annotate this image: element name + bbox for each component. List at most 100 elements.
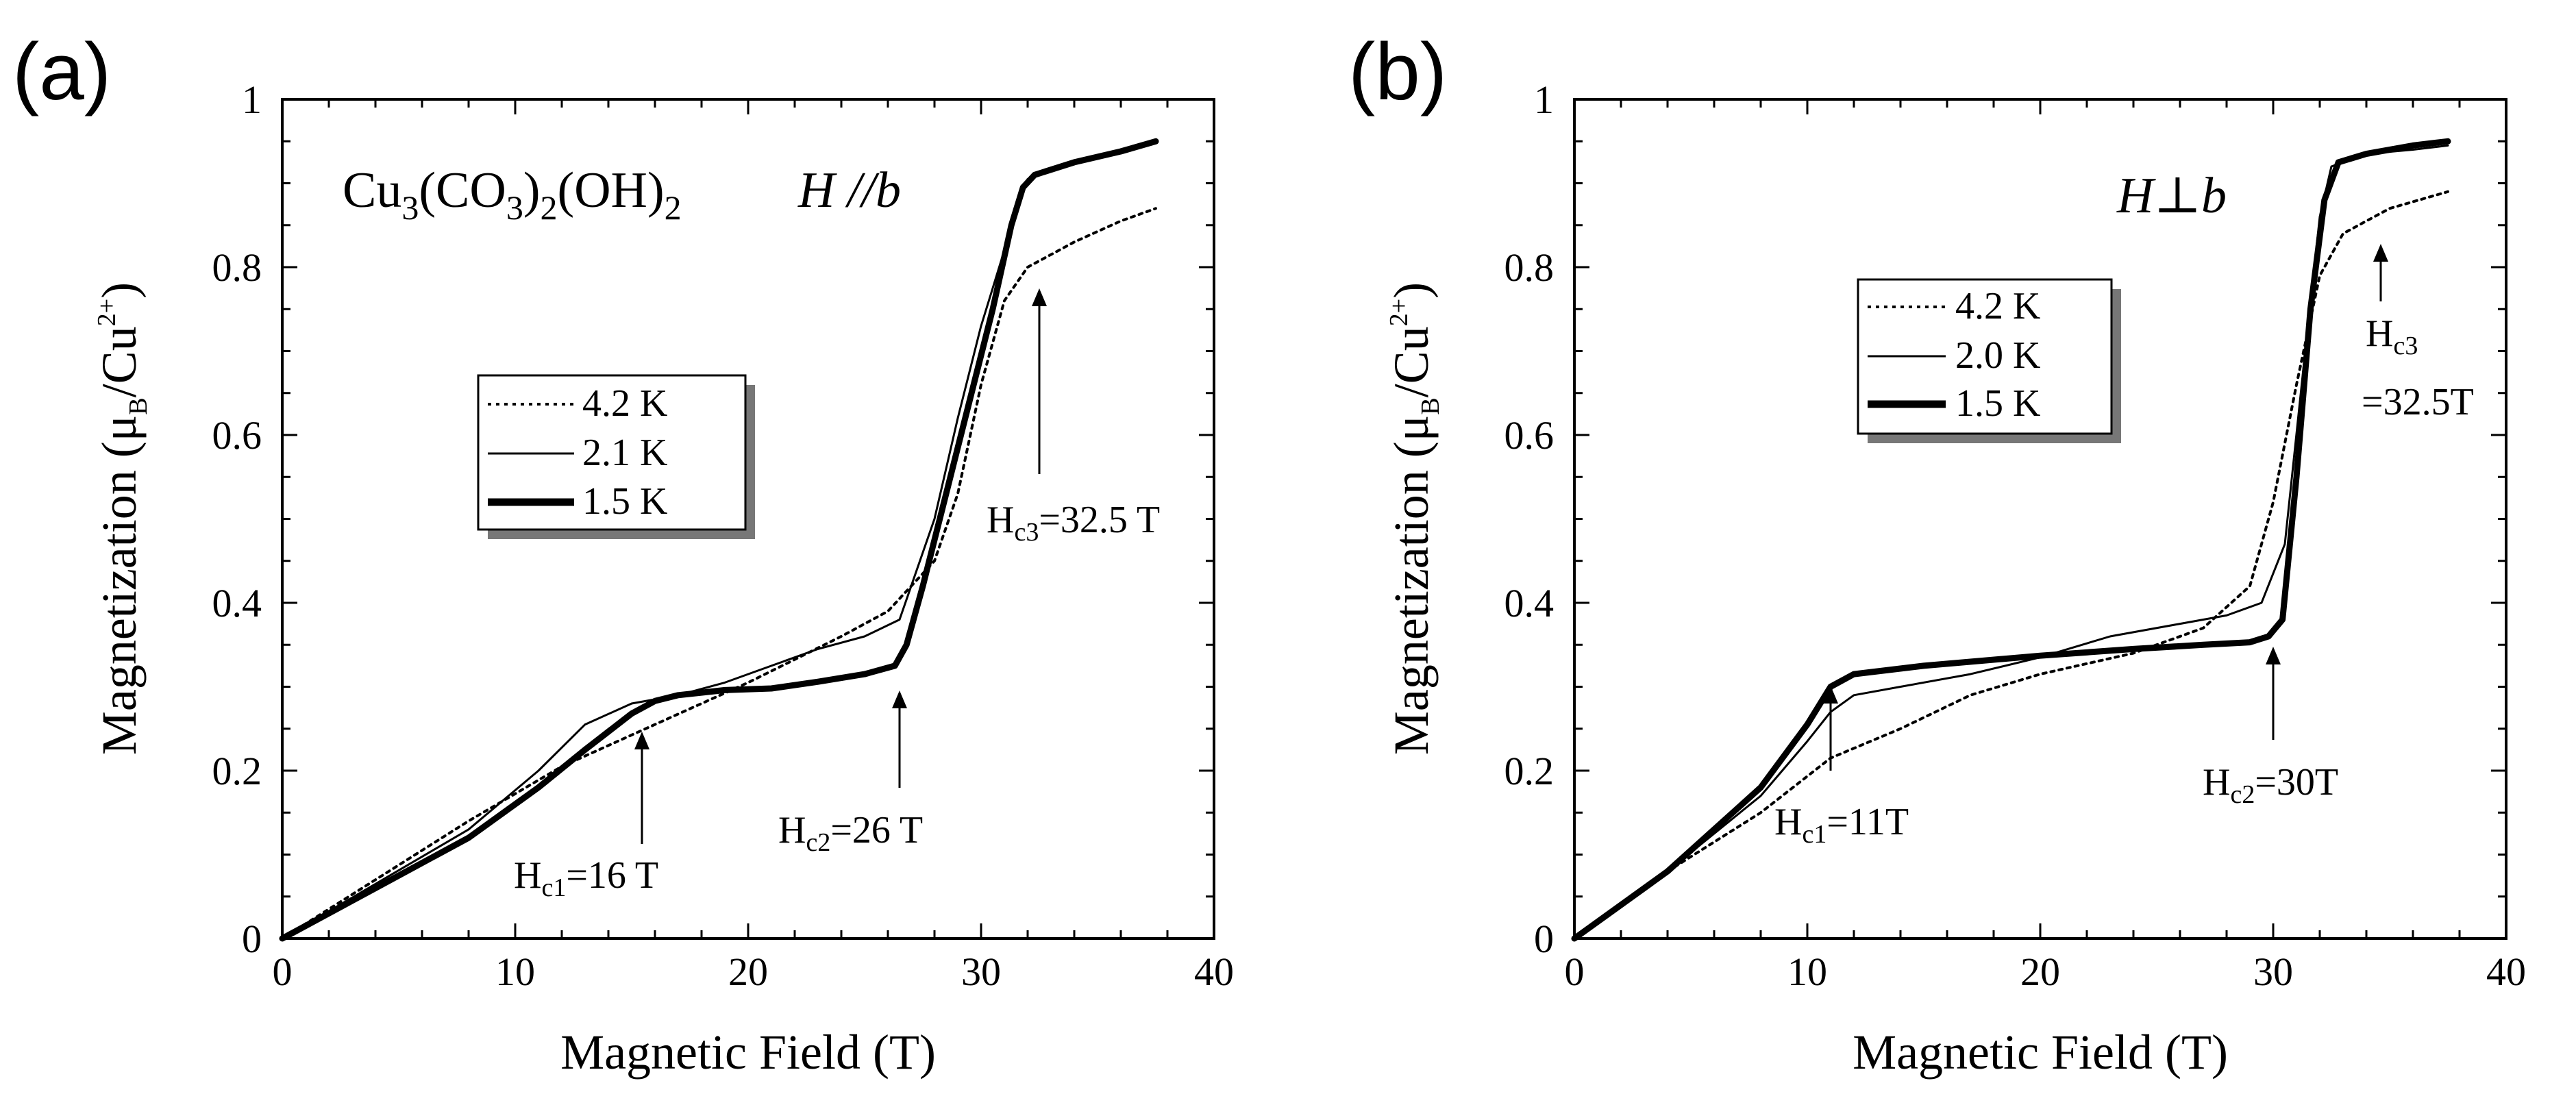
panel-a-hc2-arrowhead: [892, 691, 907, 708]
b-hc1-h: H: [1774, 801, 1802, 843]
panel-b-ytick-0.6: 0.6: [1504, 413, 1555, 458]
panel-a-compound-formula: Cu3(CO3)2(OH)2: [343, 162, 682, 227]
hc2-h: H: [778, 809, 806, 851]
hc3-h: H: [987, 499, 1014, 541]
panel-b-series-2.0K: [1573, 144, 2449, 940]
panel-a-legend-label-4.2K: 4.2 K: [582, 382, 667, 425]
panel-a: (a) 0 10 20 30 40 0 0.2 0.4 0.6 0.8 1 Ma…: [12, 27, 1234, 1080]
panel-a-ylabel-part1: Magnetization (μ: [92, 415, 147, 755]
formula-oh: (OH): [557, 162, 664, 219]
panel-b-series: [1571, 138, 2451, 942]
panel-a-xtick-30: 30: [961, 949, 1001, 994]
formula-sub-2: 2: [540, 188, 557, 227]
panel-b-ylabel-part3: ): [1384, 282, 1439, 299]
panel-a-ticks: [281, 98, 1215, 940]
b-hc1-sub: c1: [1802, 820, 1826, 849]
panel-b-ytick-0.8: 0.8: [1504, 245, 1555, 290]
panel-b-series-1.5K: [1571, 138, 2451, 942]
hc3-sub: c3: [1014, 518, 1039, 547]
panel-a-ytick-1: 1: [242, 77, 262, 122]
panel-b: (b) 0 10 20 30 40 0 0.2 0.4 0.6 0.8 1 Ma…: [1348, 27, 2526, 1080]
b-hc3-h: H: [2366, 312, 2393, 355]
panel-a-xtick-10: 10: [495, 949, 535, 994]
panel-b-hc2-arrowhead: [2266, 647, 2281, 664]
panel-a-xtick-20: 20: [728, 949, 768, 994]
panel-a-ytick-0: 0: [242, 917, 262, 961]
panel-a-ytick-0.6: 0.6: [212, 413, 262, 458]
panel-a-ylabel: Magnetization (μB/Cu2+): [92, 282, 153, 755]
panel-a-xtick-0: 0: [273, 949, 293, 994]
panel-a-hc2-label: Hc2=26 T: [778, 809, 923, 857]
panel-b-hc3-value: =32.5T: [2362, 381, 2474, 423]
formula-sub-2b: 2: [665, 188, 682, 227]
panel-b-ylabel-part2: /Cu: [1384, 326, 1439, 397]
panel-a-field-condition: H //b: [797, 162, 901, 219]
panel-a-legend-label-1.5K: 1.5 K: [582, 480, 667, 523]
panel-a-ytick-0.4: 0.4: [212, 581, 262, 625]
panel-b-legend-label-1.5K: 1.5 K: [1955, 382, 2040, 425]
panel-a-ylabel-sup: 2+: [92, 299, 121, 326]
formula-cu: Cu: [343, 162, 401, 219]
panel-a-series: [279, 138, 1159, 942]
hc2-value: =26 T: [830, 809, 923, 851]
panel-a-ylabel-part3: ): [92, 282, 147, 299]
panel-a-hc3-label: Hc3=32.5 T: [987, 499, 1160, 547]
panel-a-ylabel-sub: B: [124, 397, 153, 414]
panel-a-ytick-0.2: 0.2: [212, 749, 262, 793]
panel-b-legend: 4.2 K 2.0 K 1.5 K: [1857, 278, 2121, 443]
panel-b-legend-label-2.0K: 2.0 K: [1955, 334, 2040, 377]
hc3-value: =32.5 T: [1039, 499, 1160, 541]
b-hc3-sub: c3: [2393, 332, 2418, 360]
panel-a-letter: (a): [12, 27, 111, 117]
formula-sub-3b: 3: [506, 188, 523, 227]
panel-a-legend-label-2.1K: 2.1 K: [582, 432, 667, 474]
panel-b-ytick-1: 1: [1534, 77, 1554, 122]
panel-b-ytick-0.2: 0.2: [1504, 749, 1555, 793]
panel-b-hc1-arrowhead: [1823, 686, 1838, 704]
hc1-h: H: [514, 854, 541, 897]
panel-a-series-4.2K: [281, 207, 1157, 940]
panel-b-hc3-label: Hc3: [2366, 312, 2418, 360]
panel-a-legend: 4.2 K 2.1 K 1.5 K: [477, 374, 755, 539]
formula-paren: ): [523, 162, 541, 219]
panel-a-hc1-label: Hc1=16 T: [514, 854, 658, 902]
formula-sub-3: 3: [401, 188, 419, 227]
b-hc2-sub: c2: [2230, 780, 2255, 809]
panel-b-legend-label-4.2K: 4.2 K: [1955, 285, 2040, 327]
panel-b-xtick-10: 10: [1787, 949, 1827, 994]
panel-b-xtick-0: 0: [1565, 949, 1585, 994]
panel-b-ytick-0.4: 0.4: [1504, 581, 1555, 625]
hc2-sub: c2: [806, 828, 830, 857]
panel-b-field-condition: H⊥b: [2116, 168, 2227, 224]
panel-a-xtick-40: 40: [1194, 949, 1234, 994]
panel-b-ylabel-part1: Magnetization (μ: [1384, 415, 1439, 755]
hc1-value: =16 T: [566, 854, 658, 897]
panel-a-ylabel-part2: /Cu: [92, 326, 147, 397]
panel-b-ylabel-sub: B: [1416, 397, 1445, 414]
panel-b-ylabel-sup: 2+: [1385, 299, 1413, 326]
panel-b-plot-frame: [1573, 98, 2507, 940]
panel-a-ytick-0.8: 0.8: [212, 245, 262, 290]
hc1-sub: c1: [541, 873, 566, 902]
panel-b-xlabel: Magnetic Field (T): [1853, 1025, 2228, 1080]
panel-b-xtick-20: 20: [2020, 949, 2060, 994]
panel-b-letter: (b): [1348, 27, 1447, 117]
panel-b-xtick-30: 30: [2253, 949, 2293, 994]
panel-a-xlabel: Magnetic Field (T): [560, 1025, 936, 1080]
panel-b-hc3-arrowhead: [2373, 244, 2388, 262]
panel-a-hc1-arrowhead: [634, 732, 649, 749]
b-hc2-value: =30T: [2255, 761, 2338, 804]
panel-b-hc2-label: Hc2=30T: [2203, 761, 2338, 809]
formula-co: (CO: [419, 162, 506, 219]
panel-a-series-1.5K: [279, 138, 1159, 942]
panel-b-hc1-label: Hc1=11T: [1774, 801, 1909, 849]
panel-b-xtick-40: 40: [2486, 949, 2526, 994]
b-hc1-value: =11T: [1826, 801, 1909, 843]
b-hc2-h: H: [2203, 761, 2230, 804]
panel-b-ytick-0: 0: [1534, 917, 1554, 961]
panel-a-hc3-arrowhead: [1032, 288, 1047, 306]
panel-b-ticks: [1573, 98, 2507, 940]
panel-b-ylabel: Magnetization (μB/Cu2+): [1384, 282, 1445, 755]
